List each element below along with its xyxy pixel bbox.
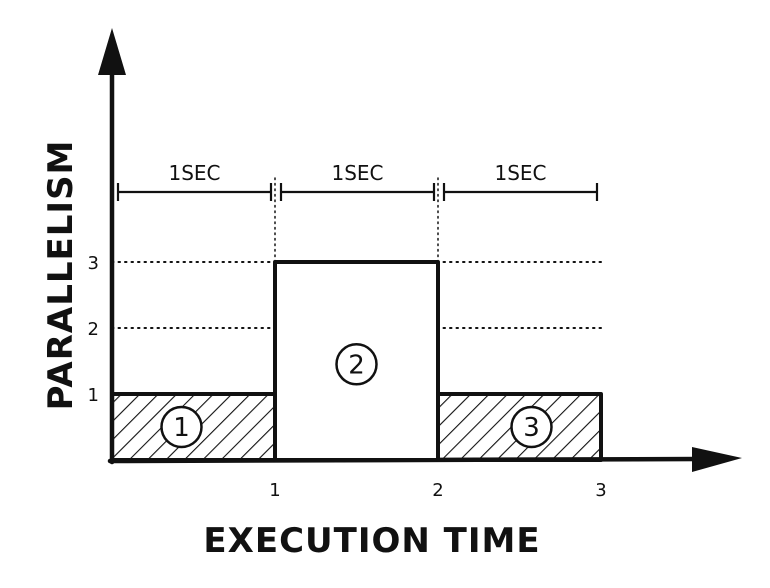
x-tick-label-1: 1	[269, 480, 280, 501]
segment-badge-1: 1	[160, 405, 203, 449]
bars: 1 2 3	[110, 260, 603, 462]
segment-badge-2: 2	[335, 343, 378, 386]
x-tick-label-3: 3	[595, 480, 606, 501]
duration-bracket-1: 1SEC	[116, 161, 273, 201]
grid-lines	[111, 261, 604, 329]
y-axis-arrow-icon	[98, 28, 126, 75]
y-tick-label-2: 2	[88, 319, 99, 340]
segment-number-2: 2	[348, 350, 365, 380]
segment-badge-3: 3	[510, 405, 553, 449]
duration-bracket-3: 1SEC	[442, 161, 599, 201]
segment-number-3: 3	[523, 413, 540, 443]
period-dividers	[274, 177, 439, 263]
x-axis-arrow-icon	[692, 447, 742, 472]
y-axis-label: PARALLELISM	[41, 140, 81, 411]
segment-badge-circle-3	[510, 405, 553, 449]
segment-number-1: 1	[173, 413, 190, 443]
x-axis-label: EXECUTION TIME	[203, 521, 540, 561]
y-tick-label-1: 1	[88, 385, 99, 406]
duration-label-3: 1SEC	[494, 161, 546, 185]
duration-bracket-2: 1SEC	[279, 161, 436, 201]
duration-label-1: 1SEC	[168, 161, 220, 185]
x-tick-label-2: 2	[432, 480, 443, 501]
segment-badge-circle-1	[160, 405, 203, 449]
y-tick-label-3: 3	[88, 253, 99, 274]
tick-labels: 1 2 3 1 2 3	[88, 253, 607, 501]
segment-badge-circle-2	[335, 343, 378, 386]
duration-label-2: 1SEC	[331, 161, 383, 185]
duration-brackets: 1SEC 1SEC 1SEC	[116, 161, 599, 201]
